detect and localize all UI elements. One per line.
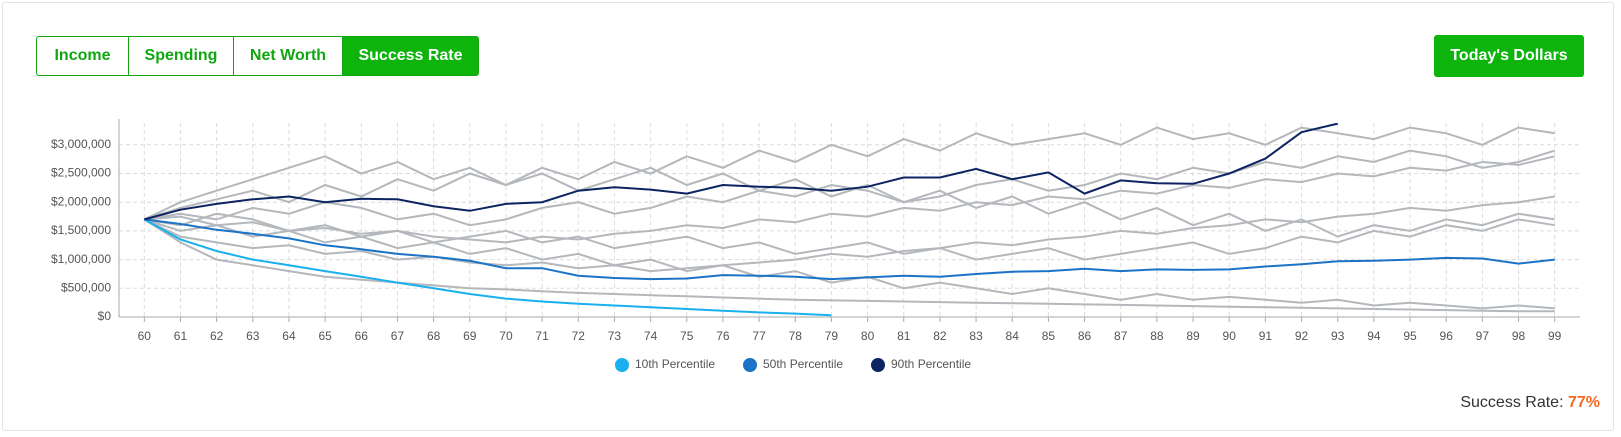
- x-tick-label: 71: [535, 329, 549, 343]
- success-rate: Success Rate: 77%: [1460, 394, 1600, 412]
- y-tick-label: $2,500,000: [51, 166, 111, 180]
- legend-label: 90th Percentile: [891, 357, 971, 371]
- success-label: Success Rate:: [1460, 394, 1564, 411]
- y-tick-label: $2,000,000: [51, 194, 111, 208]
- x-tick-label: 85: [1042, 329, 1056, 343]
- x-tick-label: 82: [933, 329, 947, 343]
- tab[interactable]: Spending: [128, 36, 234, 76]
- x-tick-label: 60: [138, 329, 152, 343]
- x-tick-label: 78: [789, 329, 803, 343]
- percentile-line: [144, 218, 1555, 281]
- x-tick-label: 83: [969, 329, 983, 343]
- x-tick-label: 77: [752, 329, 766, 343]
- plot-area: [143, 123, 1556, 317]
- x-tick-label: 80: [861, 329, 875, 343]
- x-tick-label: 92: [1295, 329, 1309, 343]
- tab[interactable]: Success Rate: [342, 36, 479, 76]
- x-tick-label: 63: [246, 329, 260, 343]
- x-tick-label: 76: [716, 329, 730, 343]
- legend-swatch: [615, 358, 629, 372]
- x-tick-label: 69: [463, 329, 477, 343]
- x-tick-label: 95: [1403, 329, 1417, 343]
- x-tick-label: 74: [644, 329, 658, 343]
- x-tick-label: 73: [608, 329, 622, 343]
- simulation-line: [143, 195, 1555, 273]
- percentile-line: [143, 218, 832, 317]
- tab-group: Income Spending Net Worth Success Rate: [36, 36, 479, 76]
- x-tick-label: 86: [1078, 329, 1092, 343]
- panel: [2, 2, 1614, 431]
- x-tick-label: 88: [1150, 329, 1164, 343]
- success-value: 77%: [1567, 394, 1600, 411]
- legend-label: 10th Percentile: [635, 357, 715, 371]
- simulation-line: [144, 155, 1555, 244]
- simulation-line: [143, 218, 1555, 310]
- legend-swatch: [871, 358, 885, 372]
- percentile-line: [144, 123, 1338, 221]
- x-tick-label: 70: [499, 329, 513, 343]
- x-tick-label: 96: [1440, 329, 1454, 343]
- dollars-button[interactable]: Today's Dollars: [1434, 35, 1584, 77]
- simulation-line: [143, 218, 1555, 313]
- x-tick-label: 66: [355, 329, 369, 343]
- x-tick-label: 99: [1548, 329, 1562, 343]
- x-tick-label: 79: [825, 329, 839, 343]
- y-tick-label: $0: [98, 309, 112, 323]
- legend-label: 50th Percentile: [763, 357, 843, 371]
- x-tick-label: 93: [1331, 329, 1345, 343]
- x-tick-label: 89: [1186, 329, 1200, 343]
- x-tick-label: 97: [1476, 329, 1490, 343]
- y-tick-label: $1,000,000: [51, 252, 111, 266]
- tab[interactable]: Income: [36, 36, 129, 76]
- simulation-line: [143, 155, 1555, 238]
- x-tick-label: 64: [282, 329, 296, 343]
- x-tick-label: 81: [897, 329, 911, 343]
- y-tick-label: $500,000: [61, 280, 111, 294]
- x-tick-label: 65: [318, 329, 332, 343]
- y-tick-label: $1,500,000: [51, 223, 111, 237]
- x-tick-label: 67: [391, 329, 405, 343]
- x-tick-label: 84: [1006, 329, 1020, 343]
- x-tick-label: 72: [572, 329, 586, 343]
- x-tick-label: 90: [1223, 329, 1237, 343]
- x-tick-label: 94: [1367, 329, 1381, 343]
- x-tick-label: 68: [427, 329, 441, 343]
- simulation-line: [144, 212, 1555, 261]
- x-tick-label: 62: [210, 329, 224, 343]
- legend-swatch: [743, 358, 757, 372]
- tab[interactable]: Net Worth: [233, 36, 343, 76]
- y-tick-label: $3,000,000: [51, 137, 111, 151]
- simulation-line: [143, 126, 1555, 221]
- x-tick-label: 87: [1114, 329, 1128, 343]
- x-tick-label: 98: [1512, 329, 1526, 343]
- x-tick-label: 91: [1259, 329, 1273, 343]
- x-tick-label: 75: [680, 329, 694, 343]
- x-tick-label: 61: [174, 329, 188, 343]
